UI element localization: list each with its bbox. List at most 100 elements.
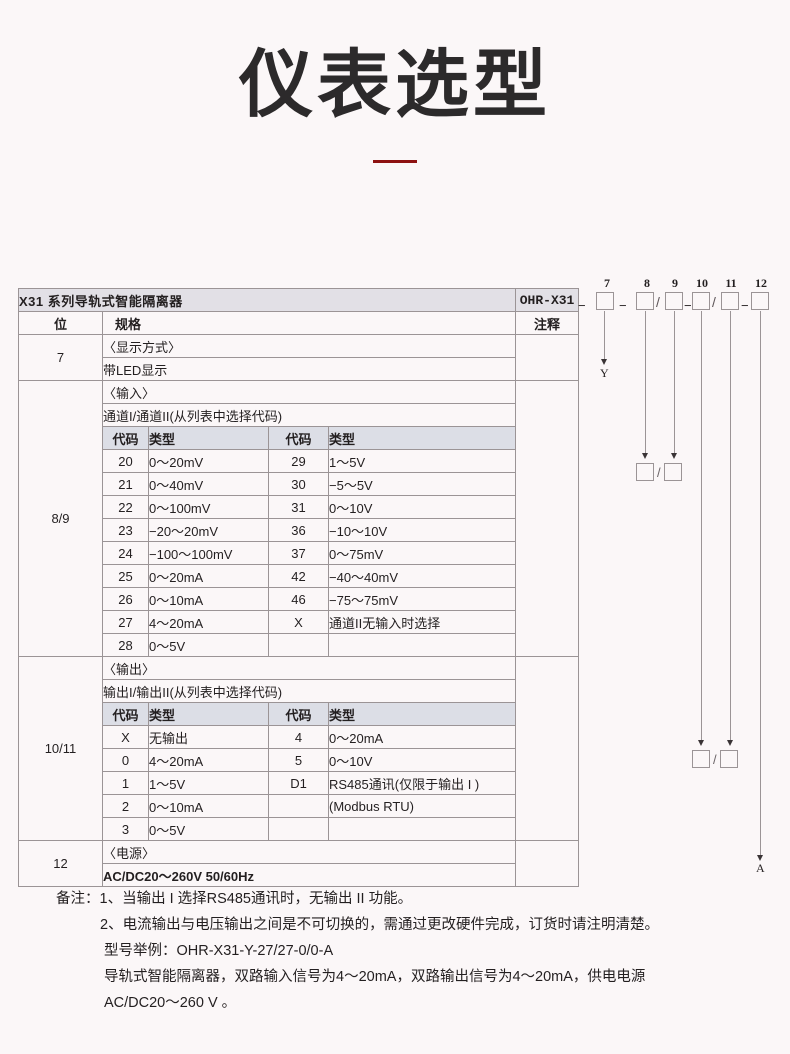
output-code bbox=[268, 794, 329, 818]
leader-line-pos7 bbox=[604, 311, 605, 360]
diagram-value-box-8[interactable] bbox=[636, 463, 654, 481]
input-type bbox=[327, 633, 517, 657]
power-spec-value: AC/DC20～260V 50/60Hz bbox=[101, 863, 517, 887]
table-row: 22 0～100mV 31 0～10V bbox=[19, 495, 579, 519]
pos-10-11: 10/11 bbox=[18, 656, 103, 841]
input-type: −5～5V bbox=[327, 472, 517, 496]
table-row: 27 4～20mA X 通道II无输入时选择 bbox=[19, 610, 579, 634]
diagram-pos-number-12: 12 bbox=[755, 276, 767, 290]
output-type bbox=[327, 817, 517, 841]
diagram-pos-number-7: 7 bbox=[604, 276, 610, 290]
output-type: 0～20mA bbox=[327, 725, 517, 749]
input-type: 通道II无输入时选择 bbox=[327, 610, 517, 634]
diagram-box-9[interactable] bbox=[665, 292, 683, 310]
output-type: 0～10mA bbox=[148, 794, 269, 818]
output-type: RS485通讯(仅限于输出 I ) bbox=[327, 771, 517, 795]
display-option-led: 带LED显示 bbox=[101, 357, 517, 381]
diagram-box-10[interactable] bbox=[692, 292, 710, 310]
table-row: 7 〈显示方式〉 bbox=[18, 334, 580, 381]
leader-arrow-pos7 bbox=[601, 359, 607, 365]
pos-7: 7 bbox=[18, 334, 103, 381]
diagram-separator-dash-2: − bbox=[619, 298, 627, 313]
input-type: 0～20mV bbox=[148, 449, 269, 473]
diagram-pair-slash-1: / bbox=[657, 464, 661, 480]
output-code: 0 bbox=[102, 748, 149, 772]
table-header-row: 位 规格 注释 bbox=[18, 311, 580, 335]
input-subtitle: 通道I/通道II(从列表中选择代码) bbox=[101, 403, 517, 427]
table-band-row: X31 系列导轨式智能隔离器 OHR-X31 bbox=[17, 288, 580, 312]
input-type: 0～10V bbox=[327, 495, 517, 519]
output-type: 4～20mA bbox=[148, 748, 269, 772]
diagram-value-pair-pos8-9: / bbox=[636, 463, 682, 481]
output-type: 无输出 bbox=[148, 725, 269, 749]
input-type: −40～40mV bbox=[327, 564, 517, 588]
output-code: 2 bbox=[102, 794, 149, 818]
notes-block: 备注：1、当输出 I 选择RS485通讯时，无输出 II 功能。 2、电流输出与… bbox=[56, 886, 776, 1016]
leader-arrow-pos9 bbox=[671, 453, 677, 459]
notes-line-1: 1、当输出 I 选择RS485通讯时，无输出 II 功能。 bbox=[99, 891, 413, 907]
note-cell-input bbox=[515, 380, 580, 657]
output-code: X bbox=[102, 725, 149, 749]
input-code: 22 bbox=[102, 495, 149, 519]
diagram-separator-slash-2: / bbox=[712, 294, 716, 310]
input-type: −75～75mV bbox=[327, 587, 517, 611]
diagram-pos-number-8: 8 bbox=[644, 276, 650, 290]
input-code: 28 bbox=[102, 633, 149, 657]
diagram-box-8[interactable] bbox=[636, 292, 654, 310]
section-heading-input: 〈输入〉 bbox=[101, 380, 517, 404]
output-type: 1～5V bbox=[148, 771, 269, 795]
col-header-position: 位 bbox=[18, 311, 103, 335]
note-cell-output bbox=[515, 656, 580, 841]
section-heading-output: 〈输出〉 bbox=[101, 656, 517, 680]
input-code bbox=[268, 633, 329, 657]
diagram-pos-number-10: 10 bbox=[696, 276, 708, 290]
note-cell-display bbox=[515, 334, 580, 381]
diagram-box-12[interactable] bbox=[751, 292, 769, 310]
input-type: −100～100mV bbox=[148, 541, 269, 565]
pos-8-9: 8/9 bbox=[18, 380, 103, 657]
diagram-value-box-9[interactable] bbox=[663, 463, 682, 481]
input-col-type-1: 类型 bbox=[148, 426, 269, 450]
diagram-separator-dash-4: − bbox=[741, 298, 749, 313]
model-code-diagram: 7 8 9 10 11 12 − − / − / − Y bbox=[578, 276, 783, 875]
input-type: 0～5V bbox=[148, 633, 269, 657]
input-type: −10～10V bbox=[327, 518, 517, 542]
table-row: 26 0～10mA 46 −75～75mV bbox=[19, 587, 579, 611]
input-type: 4～20mA bbox=[148, 610, 269, 634]
leader-line-pos8 bbox=[645, 311, 646, 454]
col-header-note: 注释 bbox=[515, 311, 580, 335]
table-row: X 无输出 4 0～20mA bbox=[19, 725, 579, 749]
input-code: 36 bbox=[268, 518, 329, 542]
model-example-value: OHR-X31-Y-27/27-0/0-A bbox=[176, 943, 334, 959]
table-row: 8/9 〈输入〉 bbox=[18, 380, 580, 657]
table-row: 输出I/输出II(从列表中选择代码) bbox=[19, 679, 579, 703]
diagram-box-11[interactable] bbox=[721, 292, 739, 310]
spec-table: X31 系列导轨式智能隔离器 OHR-X31 位 规格 注释 7 〈显示方式〉 … bbox=[17, 288, 580, 887]
diagram-value-box-10[interactable] bbox=[692, 750, 710, 768]
spec-table-area: X31 系列导轨式智能隔离器 OHR-X31 位 规格 注释 7 〈显示方式〉 … bbox=[17, 288, 580, 887]
page-title: 仪表选型 bbox=[239, 42, 551, 128]
diagram-separator-dash-3: − bbox=[684, 298, 692, 313]
section-heading-display: 〈显示方式〉 bbox=[101, 334, 517, 358]
output-type: 0～10V bbox=[327, 748, 517, 772]
input-col-type-2: 类型 bbox=[327, 426, 517, 450]
input-code: 31 bbox=[268, 495, 329, 519]
table-row: 28 0～5V bbox=[19, 633, 579, 657]
input-type: −20～20mV bbox=[148, 518, 269, 542]
diagram-value-pos12: A bbox=[756, 861, 765, 875]
model-example-label: 型号举例： bbox=[104, 943, 177, 959]
input-code: 20 bbox=[102, 449, 149, 473]
band-model: OHR-X31 bbox=[515, 288, 580, 312]
input-code: 42 bbox=[268, 564, 329, 588]
output-code: 3 bbox=[102, 817, 149, 841]
table-row: 12 〈电源〉 bbox=[18, 840, 580, 887]
table-row: 通道I/通道II(从列表中选择代码) bbox=[19, 403, 579, 427]
diagram-value-pair-pos10-11: / bbox=[692, 750, 738, 768]
diagram-value-box-11[interactable] bbox=[719, 750, 738, 768]
leader-arrow-pos10 bbox=[698, 740, 704, 746]
table-row: 带LED显示 bbox=[19, 357, 579, 381]
table-row: 20 0～20mV 29 1～5V bbox=[19, 449, 579, 473]
input-col-code-2: 代码 bbox=[268, 426, 329, 450]
input-code: 37 bbox=[268, 541, 329, 565]
diagram-box-7[interactable] bbox=[596, 292, 614, 310]
